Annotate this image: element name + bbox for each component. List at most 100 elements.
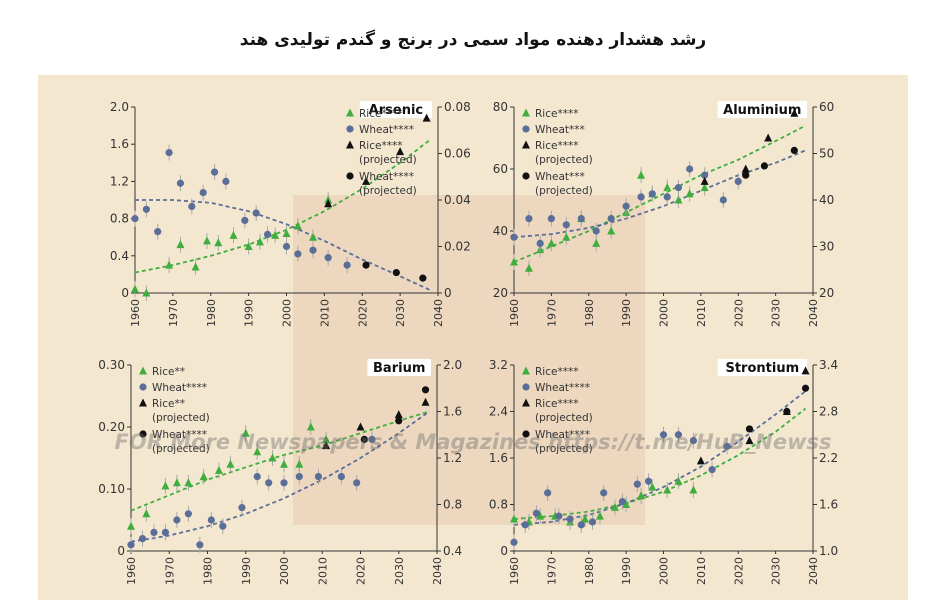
data-point [742, 171, 750, 179]
data-point [581, 514, 590, 523]
data-point [547, 238, 556, 247]
data-point [294, 250, 302, 258]
right-tick-label: 0.04 [444, 193, 471, 207]
data-point [219, 522, 227, 530]
data-point [127, 541, 135, 549]
right-tick-label: 0.08 [444, 100, 471, 114]
data-point [368, 435, 376, 443]
data-point [322, 441, 331, 450]
legend-marker [522, 398, 530, 407]
data-point [131, 284, 139, 293]
x-tick-label: 2020 [355, 557, 368, 585]
x-tick-label: 2000 [278, 557, 291, 585]
right-tick-label: 2.2 [819, 451, 838, 465]
right-tick-label: 1.6 [443, 405, 462, 419]
data-point [663, 193, 671, 201]
right-tick-label: 2.0 [443, 358, 462, 372]
trend-line [513, 124, 806, 263]
data-point [734, 177, 742, 185]
data-point [610, 502, 619, 511]
data-point [719, 196, 727, 204]
chart-title: Arsenic [369, 103, 423, 118]
data-point [745, 425, 754, 433]
legend-label: Wheat**** [359, 124, 414, 136]
right-tick-label: 0 [444, 286, 452, 300]
chart-panel-background [38, 75, 908, 600]
data-point [295, 459, 304, 468]
legend-marker [139, 383, 147, 391]
x-tick-label: 2020 [356, 299, 369, 327]
data-point [238, 504, 246, 512]
data-point [161, 528, 170, 536]
x-tick-label: 1990 [240, 557, 253, 585]
data-point [210, 168, 219, 176]
left-tick-label: 2.0 [110, 100, 129, 114]
right-tick-label: 3.4 [819, 358, 838, 372]
data-point [356, 422, 365, 431]
legend-label: (projected) [152, 412, 210, 424]
chart-arsenic: 0 0.4 0.8 1.2 1.6 2.0 0 0.02 0.04 0.06 0.08 1960 197… [110, 100, 471, 327]
left-tick-label: 0 [500, 544, 508, 558]
data-point [253, 447, 262, 456]
data-point [229, 230, 238, 239]
data-point [196, 541, 204, 549]
legend-label: Wheat*** [535, 124, 585, 136]
x-tick-label: 2040 [807, 557, 820, 585]
data-point [172, 478, 181, 487]
data-point [536, 239, 544, 247]
data-point [674, 476, 683, 485]
legend-label: Rice**** [535, 366, 578, 378]
legend-marker [139, 398, 147, 407]
legend-label: Wheat**** [359, 171, 414, 183]
legend-label: (projected) [535, 443, 593, 455]
chart-title: Aluminium [723, 103, 801, 118]
data-point [395, 417, 403, 425]
legend-label: (projected) [152, 443, 210, 455]
data-point [547, 215, 555, 223]
right-tick-label: 1.2 [443, 451, 462, 465]
legend-label: Rice**** [535, 140, 578, 152]
legend-label: Rice**** [359, 140, 402, 152]
trend-line [513, 390, 807, 526]
data-point [252, 209, 260, 217]
data-point [618, 497, 626, 506]
data-point [392, 268, 400, 277]
x-tick-label: 1990 [243, 299, 256, 327]
chart-title: Strontium [725, 361, 799, 376]
data-point [161, 481, 170, 490]
page-title: رشد هشدار دهنده مواد سمی در برنج و گندم … [239, 30, 707, 50]
legend-marker [522, 430, 530, 438]
data-point [362, 261, 370, 269]
chart-title-box [367, 359, 431, 376]
x-tick-label: 2040 [807, 299, 820, 327]
legend-label: Rice**** [359, 108, 402, 120]
left-tick-label: 0.8 [110, 212, 129, 226]
left-tick-label: 80 [493, 100, 508, 114]
chart-title-box [717, 359, 807, 376]
right-tick-label: 0.06 [444, 147, 471, 161]
x-tick-label: 1960 [508, 557, 521, 585]
left-tick-label: 3.2 [489, 358, 508, 372]
x-tick-label: 2010 [316, 557, 329, 585]
left-tick-label: 1.2 [110, 174, 129, 188]
x-tick-label: 2010 [695, 557, 708, 585]
data-point [637, 170, 646, 179]
data-point [745, 436, 754, 445]
data-point [588, 518, 597, 526]
data-point [532, 509, 541, 517]
data-point [202, 236, 211, 245]
x-tick-label: 1970 [545, 299, 558, 327]
data-point [127, 521, 135, 530]
data-point [510, 514, 518, 523]
legend-label: (projected) [359, 185, 417, 197]
data-point [544, 489, 552, 497]
right-tick-label: 40 [819, 193, 834, 207]
legend-marker [522, 140, 530, 149]
legend-label: Wheat*** [535, 171, 585, 183]
data-point [165, 260, 174, 269]
x-tick-label: 2010 [318, 299, 331, 327]
legend-label: (projected) [535, 185, 593, 197]
right-tick-label: 1.6 [819, 498, 838, 512]
data-point [142, 288, 151, 297]
legend-label: (projected) [359, 154, 417, 166]
